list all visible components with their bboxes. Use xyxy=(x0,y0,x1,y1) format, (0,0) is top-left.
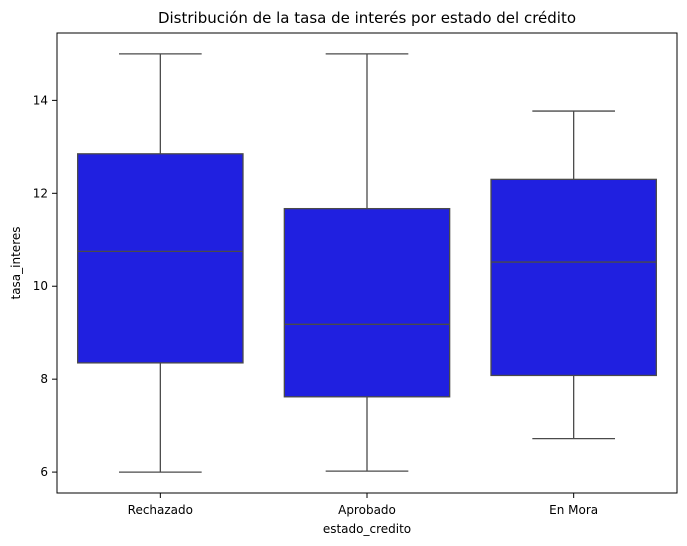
y-tick-label: 6 xyxy=(40,465,48,479)
y-axis-ticks: 6 8 10 12 14 xyxy=(33,93,57,479)
x-axis-label: estado_credito xyxy=(323,522,411,536)
chart-title: Distribución de la tasa de interés por e… xyxy=(158,9,576,27)
box-rechazado xyxy=(77,53,244,473)
box-aprobado xyxy=(283,53,451,472)
box-en-mora xyxy=(490,110,657,440)
boxes-group xyxy=(77,53,657,473)
x-tick-label: En Mora xyxy=(549,503,598,517)
y-tick-label: 12 xyxy=(33,186,48,200)
box-iqr xyxy=(283,207,451,398)
x-tick-label: Aprobado xyxy=(338,503,396,517)
y-tick-label: 14 xyxy=(33,93,48,107)
box-iqr xyxy=(490,178,657,377)
y-tick-label: 8 xyxy=(40,372,48,386)
x-axis-ticks: Rechazado Aprobado En Mora xyxy=(128,493,598,517)
y-axis-label: tasa_interes xyxy=(9,227,23,300)
x-tick-label: Rechazado xyxy=(128,503,193,517)
y-tick-label: 10 xyxy=(33,279,48,293)
box-iqr xyxy=(77,153,244,364)
plot-frame xyxy=(56,32,678,494)
